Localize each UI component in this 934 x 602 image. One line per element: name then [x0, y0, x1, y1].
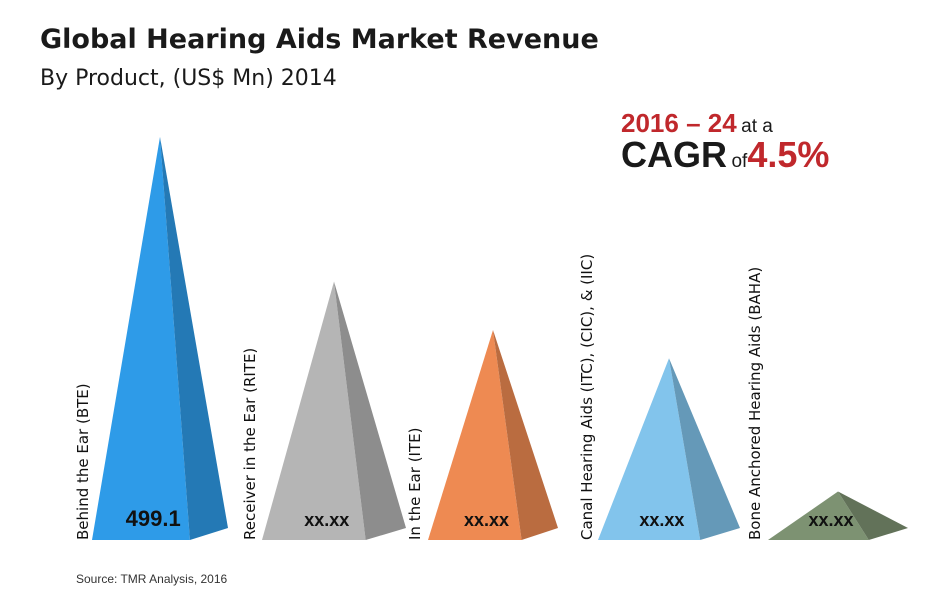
cagr-period: 2016 – 24 [621, 108, 737, 138]
category-label-5: Bone Anchored Hearing Aids (BAHA) [746, 267, 764, 540]
cagr-value: 4.5% [747, 134, 830, 175]
cagr-callout-line1: 2016 – 24 at a [621, 108, 773, 139]
chart-subtitle: By Product, (US$ Mn) 2014 [40, 66, 337, 91]
value-label-4: xx.xx [639, 510, 684, 530]
category-label-3: In the Ear (ITE) [406, 428, 424, 540]
category-label-4: Canal Hearing Aids (ITC), (CIC), & (IIC) [578, 254, 596, 540]
pyramid-front-face-2 [262, 281, 366, 540]
chart-title: Global Hearing Aids Market Revenue [40, 24, 599, 55]
cagr-at-a: at a [741, 116, 773, 137]
pyramid-front-face-5 [768, 491, 869, 540]
cagr-of: of [731, 151, 748, 172]
pyramid-side-face-1 [160, 136, 228, 540]
source-note: Source: TMR Analysis, 2016 [76, 572, 228, 586]
value-label-2: xx.xx [304, 510, 349, 530]
pyramid-front-face-4 [598, 358, 701, 540]
category-label-2: Receiver in the Ear (RITE) [241, 348, 259, 540]
pyramid-side-face-5 [838, 491, 908, 540]
pyramid-side-face-2 [334, 281, 406, 540]
cagr-callout-line2: CAGR of4.5% [621, 134, 829, 176]
pyramid-side-face-3 [493, 330, 558, 540]
value-label-1: 499.1 [126, 506, 181, 531]
pyramid-side-face-4 [669, 358, 740, 540]
pyramid-front-face-1 [92, 136, 190, 540]
category-label-1: Behind the Ear (BTE) [74, 383, 92, 540]
value-label-3: xx.xx [464, 510, 509, 530]
value-label-5: xx.xx [808, 510, 853, 530]
pyramid-front-face-3 [428, 330, 522, 540]
cagr-label: CAGR [621, 134, 727, 175]
